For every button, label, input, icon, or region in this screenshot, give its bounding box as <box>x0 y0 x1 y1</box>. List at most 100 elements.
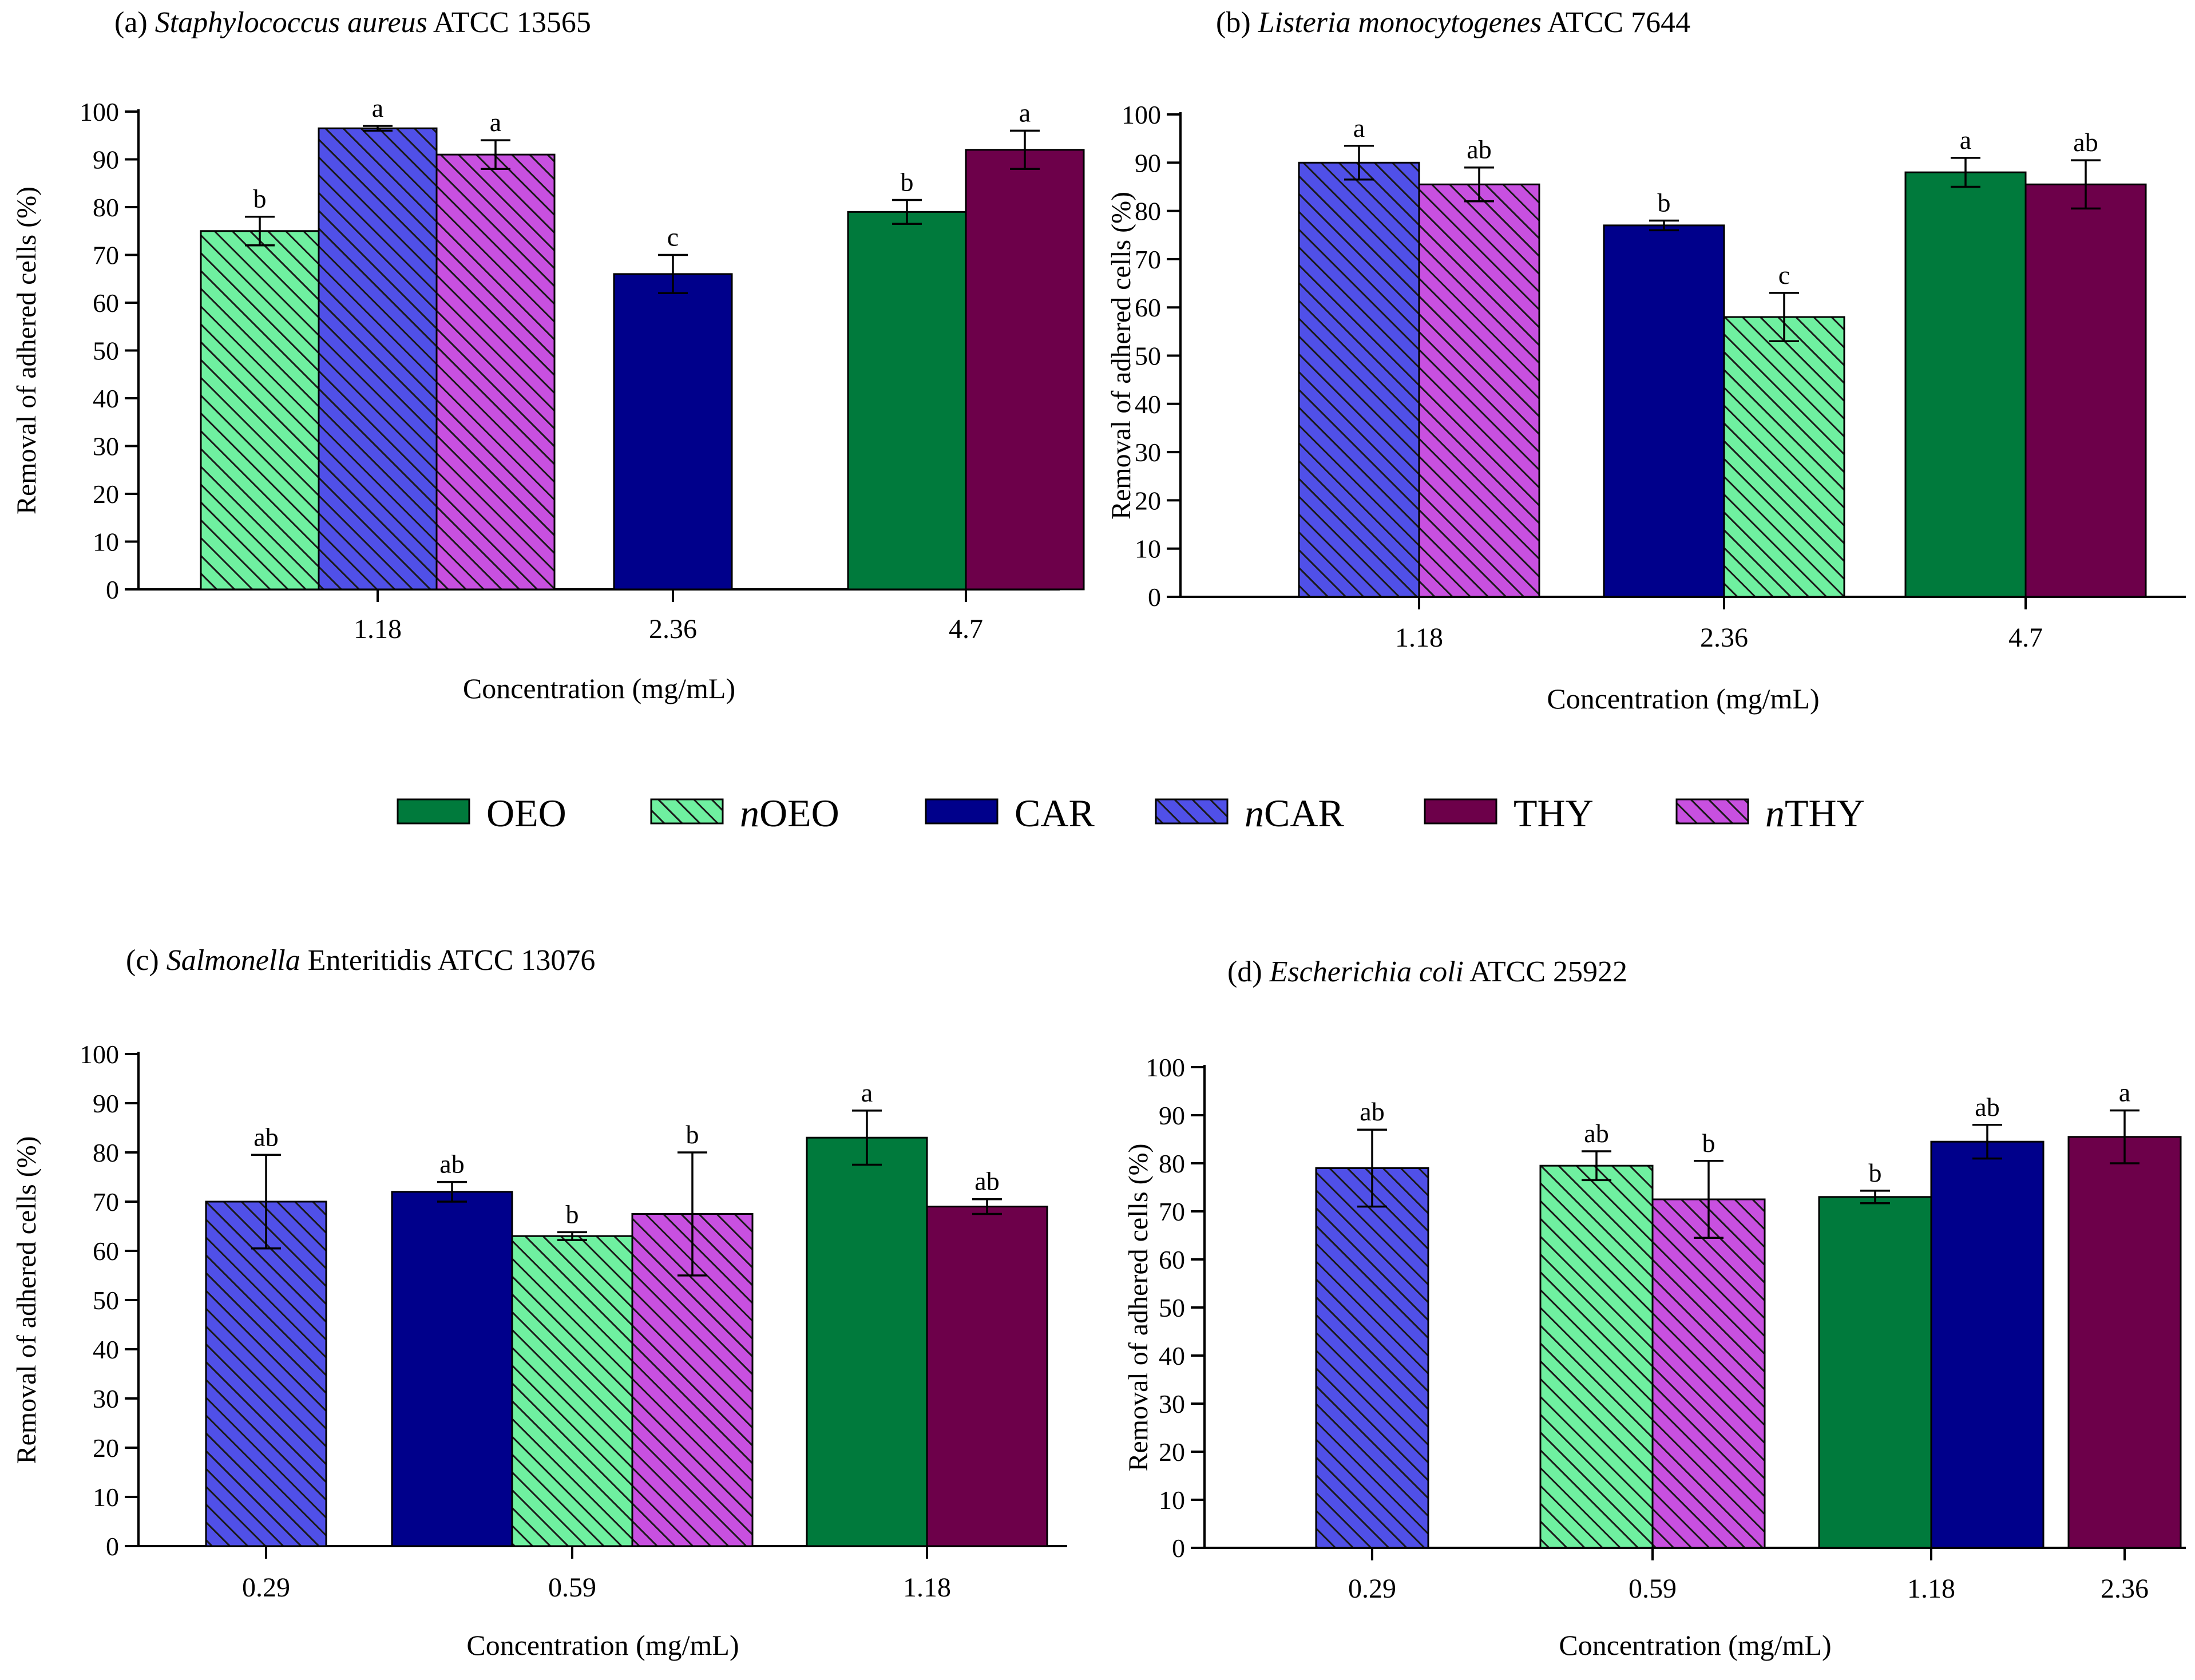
legend-label: nOEO <box>740 791 839 835</box>
significance-letter: ab <box>2073 128 2098 157</box>
bar-OEO <box>1818 1196 1932 1549</box>
chart-title: (d) Escherichia coli ATCC 25922 <box>1227 956 1627 988</box>
x-tick-label: 2.36 <box>2101 1574 2149 1604</box>
significance-letter: ab <box>1975 1092 1999 1122</box>
legend-swatch <box>925 798 999 825</box>
bar-nTHY <box>1418 183 1540 598</box>
chart-panel-c: (c) Salmonella Enteritidis ATCC 13076 0 10… <box>11 944 1067 1661</box>
legend-label: nCAR <box>1245 791 1344 835</box>
significance-letter: b <box>566 1199 579 1229</box>
y-tick-label: 80 <box>93 1138 119 1167</box>
significance-letter: a <box>372 93 383 122</box>
bar-CAR <box>1930 1140 2045 1549</box>
bar-OEO <box>806 1136 928 1547</box>
significance-letter: ab <box>1467 135 1491 164</box>
legend-swatch <box>397 798 470 825</box>
chart-panel-d: (d) Escherichia coli ATCC 25922 0 10 20 30 40… <box>1123 956 2186 1661</box>
y-tick-label: 30 <box>93 432 119 461</box>
y-tick-label: 20 <box>93 480 119 509</box>
significance-letter: a <box>861 1078 873 1107</box>
chart-title: (b) Listeria monocytogenes ATCC 7644 <box>1216 6 1690 39</box>
legend-item-THY: THY <box>1424 791 1594 835</box>
y-tick-label: 10 <box>93 528 119 557</box>
y-tick-label: 0 <box>106 1532 119 1561</box>
x-axis-label: Concentration (mg/mL) <box>466 1629 739 1661</box>
bar-OEO <box>847 211 967 591</box>
y-tick-label: 90 <box>93 1089 119 1118</box>
y-tick-label: 100 <box>80 1040 119 1069</box>
x-axis-label: Concentration (mg/mL) <box>1559 1629 1831 1661</box>
x-tick-label: 4.7 <box>2008 623 2043 653</box>
y-tick-label: 20 <box>93 1433 119 1463</box>
significance-letter: b <box>901 167 914 196</box>
significance-letter: b <box>1702 1128 1715 1158</box>
y-tick-label: 60 <box>93 1237 119 1266</box>
y-tick-label: 30 <box>1135 438 1161 467</box>
bar-nOEO <box>511 1235 633 1547</box>
x-tick-label: 0.59 <box>1629 1574 1677 1604</box>
x-tick-label: 1.18 <box>1907 1574 1955 1604</box>
y-axis-label: Removal of adhered cells (%) <box>1123 1143 1154 1471</box>
x-tick-label: 2.36 <box>1700 623 1748 653</box>
y-tick-label: 40 <box>1159 1341 1185 1370</box>
y-tick-label: 30 <box>93 1384 119 1413</box>
bar-nOEO <box>1723 316 1845 598</box>
y-tick-label: 30 <box>1159 1389 1185 1419</box>
y-tick-label: 10 <box>93 1483 119 1512</box>
y-tick-label: 60 <box>1135 293 1161 322</box>
y-tick-label: 70 <box>93 241 119 270</box>
y-tick-label: 80 <box>1135 197 1161 226</box>
bar-CAR <box>1603 224 1725 598</box>
legend-label: OEO <box>486 791 566 835</box>
x-tick-label: 1.18 <box>354 614 402 644</box>
y-tick-label: 0 <box>106 575 119 604</box>
bar-THY <box>926 1206 1048 1547</box>
y-tick-label: 70 <box>1159 1197 1185 1226</box>
x-tick-label: 4.7 <box>949 614 983 644</box>
bar-nCAR <box>1298 161 1420 598</box>
bar-nOEO <box>200 230 320 591</box>
significance-letter: ab <box>253 1122 278 1151</box>
bar-THY <box>965 149 1085 591</box>
chart-panel-b: (b) Listeria monocytogenes ATCC 7644 0 10 2… <box>1106 6 2186 715</box>
chart-title: (a) Staphylococcus aureus ATCC 13565 <box>114 6 591 39</box>
panels: (a) Staphylococcus aureus ATCC 13565 0 10 2… <box>11 6 2186 1661</box>
x-tick-label: 0.59 <box>548 1572 596 1603</box>
x-tick-label: 1.18 <box>903 1572 951 1603</box>
legend: OEO nOEO CAR nCAR THY nTHY <box>397 791 1865 835</box>
y-tick-label: 0 <box>1172 1534 1185 1563</box>
legend-item-nTHY: nTHY <box>1675 791 1865 835</box>
bar-nCAR <box>318 127 438 591</box>
y-axis-label: Removal of adhered cells (%) <box>11 187 42 514</box>
bar-nOEO <box>1539 1164 1654 1549</box>
y-tick-label: 40 <box>93 384 119 413</box>
bar-nTHY <box>435 153 556 591</box>
y-tick-label: 10 <box>1135 534 1161 564</box>
legend-item-nCAR: nCAR <box>1155 791 1344 835</box>
bar-THY <box>2024 183 2147 598</box>
bar-CAR <box>613 273 733 591</box>
chart-panel-a: (a) Staphylococcus aureus ATCC 13565 0 10 2… <box>11 6 1085 704</box>
y-tick-label: 0 <box>1148 583 1161 612</box>
y-tick-label: 60 <box>1159 1245 1185 1274</box>
significance-letter: c <box>667 223 679 252</box>
y-tick-label: 10 <box>1159 1485 1185 1515</box>
x-tick-label: 0.29 <box>242 1572 290 1603</box>
y-tick-label: 90 <box>93 145 119 175</box>
y-tick-label: 70 <box>93 1187 119 1217</box>
bar-CAR <box>391 1191 513 1547</box>
bar-THY <box>2067 1136 2182 1549</box>
y-tick-label: 40 <box>93 1335 119 1364</box>
significance-letter: ab <box>1584 1119 1608 1148</box>
legend-swatch <box>650 798 724 825</box>
y-axis-label: Removal of adhered cells (%) <box>1106 192 1136 520</box>
chart-title: (c) Salmonella Enteritidis ATCC 13076 <box>126 944 595 977</box>
y-tick-label: 70 <box>1135 245 1161 274</box>
x-tick-label: 0.29 <box>1348 1574 1396 1604</box>
y-tick-label: 90 <box>1135 148 1161 177</box>
bar-nCAR <box>1315 1167 1429 1549</box>
legend-swatch <box>1675 798 1749 825</box>
y-tick-label: 50 <box>93 1286 119 1315</box>
bar-OEO <box>1904 171 2027 598</box>
